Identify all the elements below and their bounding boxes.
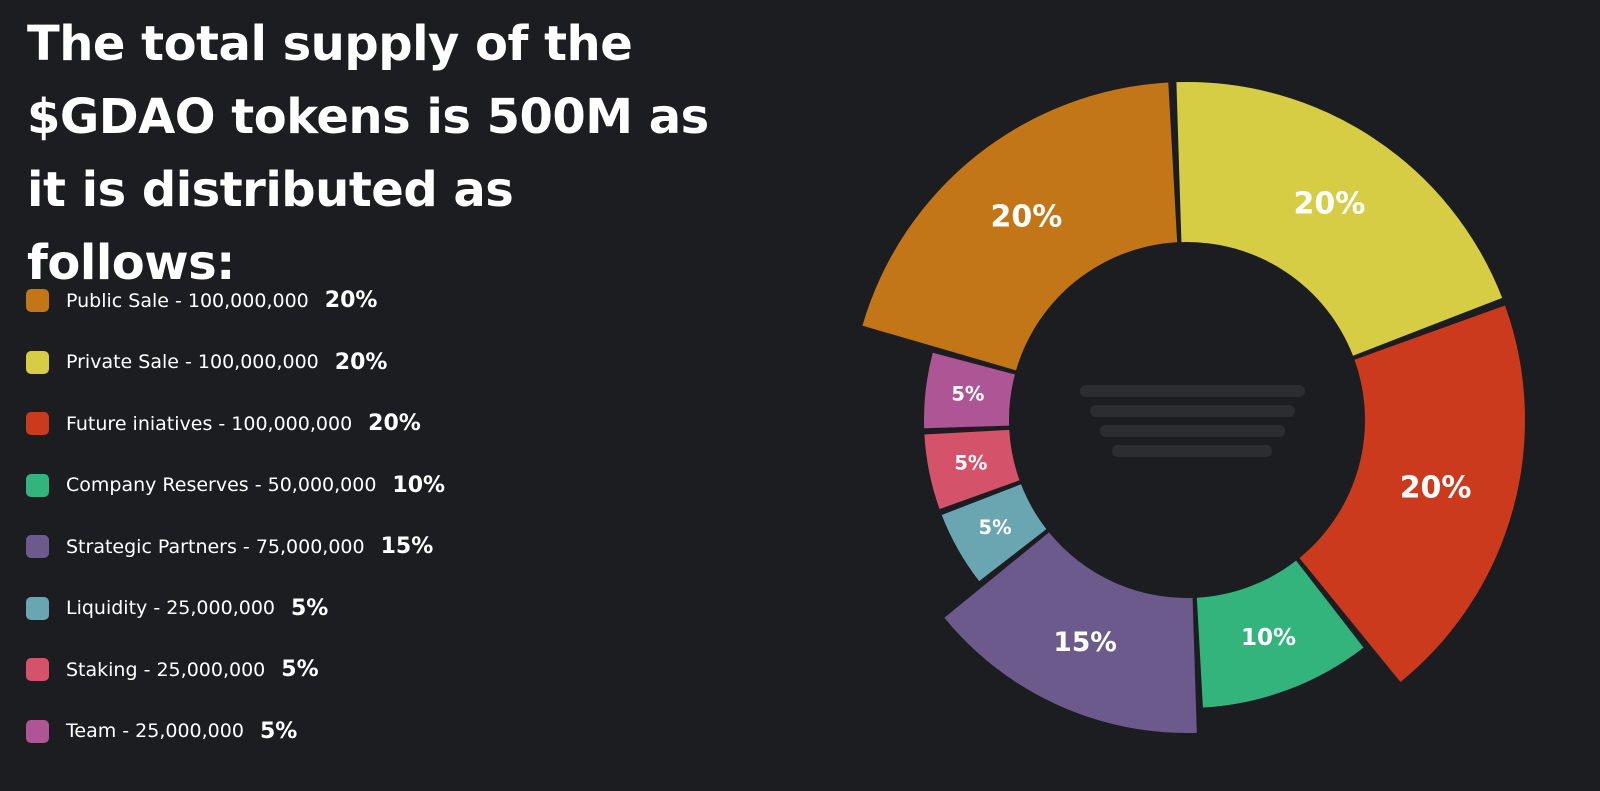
- donut-slice: [924, 352, 1015, 429]
- legend-label: Strategic Partners - 75,000,000: [66, 535, 365, 558]
- legend-value: 5%: [259, 718, 298, 744]
- legend-label: Team - 25,000,000: [66, 720, 244, 743]
- legend-value: 20%: [368, 411, 421, 437]
- legend-item: Future iniatives - 100,000,000 20%: [26, 393, 445, 455]
- legend-item: Staking - 25,000,000 5%: [26, 639, 445, 701]
- slice-label: 20%: [991, 200, 1063, 235]
- legend-value: 15%: [380, 534, 434, 560]
- legend-item: Team - 25,000,000 5%: [26, 701, 445, 763]
- legend-item: Private Sale - 100,000,000 20%: [26, 332, 445, 394]
- slice-label: 5%: [954, 451, 987, 474]
- legend-swatch: [26, 596, 49, 620]
- legend-swatch: [26, 412, 49, 436]
- legend-swatch: [26, 535, 49, 559]
- donut-slice: [924, 429, 1020, 510]
- legend-item: Company Reserves - 50,000,000 10%: [26, 455, 445, 517]
- legend-label: Private Sale - 100,000,000: [66, 351, 319, 374]
- legend-label: Liquidity - 25,000,000: [66, 597, 275, 620]
- legend-label: Company Reserves - 50,000,000: [66, 474, 377, 497]
- donut-slice: [1196, 560, 1364, 708]
- slice-label: 5%: [979, 516, 1012, 539]
- donut-slice: [1176, 82, 1503, 356]
- legend-label: Future iniatives - 100,000,000: [66, 412, 353, 435]
- legend-item: Strategic Partners - 75,000,000 15%: [26, 516, 445, 578]
- legend-item: Public Sale - 100,000,000 20%: [26, 270, 445, 332]
- legend-label: Staking - 25,000,000: [66, 658, 266, 681]
- slice-label: 20%: [1294, 186, 1366, 221]
- slice-label: 5%: [951, 382, 984, 405]
- slice-label: 10%: [1241, 625, 1296, 651]
- legend-swatch: [26, 658, 49, 682]
- slice-label: 20%: [1400, 471, 1472, 506]
- chart-title: The total supply of the $GDAO tokens is …: [27, 16, 709, 291]
- donut-slice: [1299, 305, 1525, 683]
- donut-slice: [941, 484, 1047, 582]
- slice-label: 15%: [1053, 627, 1116, 658]
- legend-label: Public Sale - 100,000,000: [66, 289, 309, 312]
- legend-swatch: [26, 289, 49, 313]
- legend-value: 5%: [281, 657, 319, 683]
- legend-swatch: [26, 473, 49, 497]
- legend-item: Liquidity - 25,000,000 5%: [26, 578, 445, 640]
- center-logo: [1080, 385, 1305, 457]
- legend-swatch: [26, 350, 49, 374]
- legend-value: 5%: [291, 595, 329, 621]
- legend-value: 20%: [324, 288, 378, 314]
- legend-value: 20%: [334, 349, 388, 375]
- donut-slice: [944, 532, 1197, 733]
- legend-swatch: [26, 719, 49, 743]
- legend-value: 10%: [392, 472, 446, 498]
- legend: Public Sale - 100,000,000 20% Private Sale…: [26, 270, 445, 762]
- donut-slice: [862, 82, 1178, 371]
